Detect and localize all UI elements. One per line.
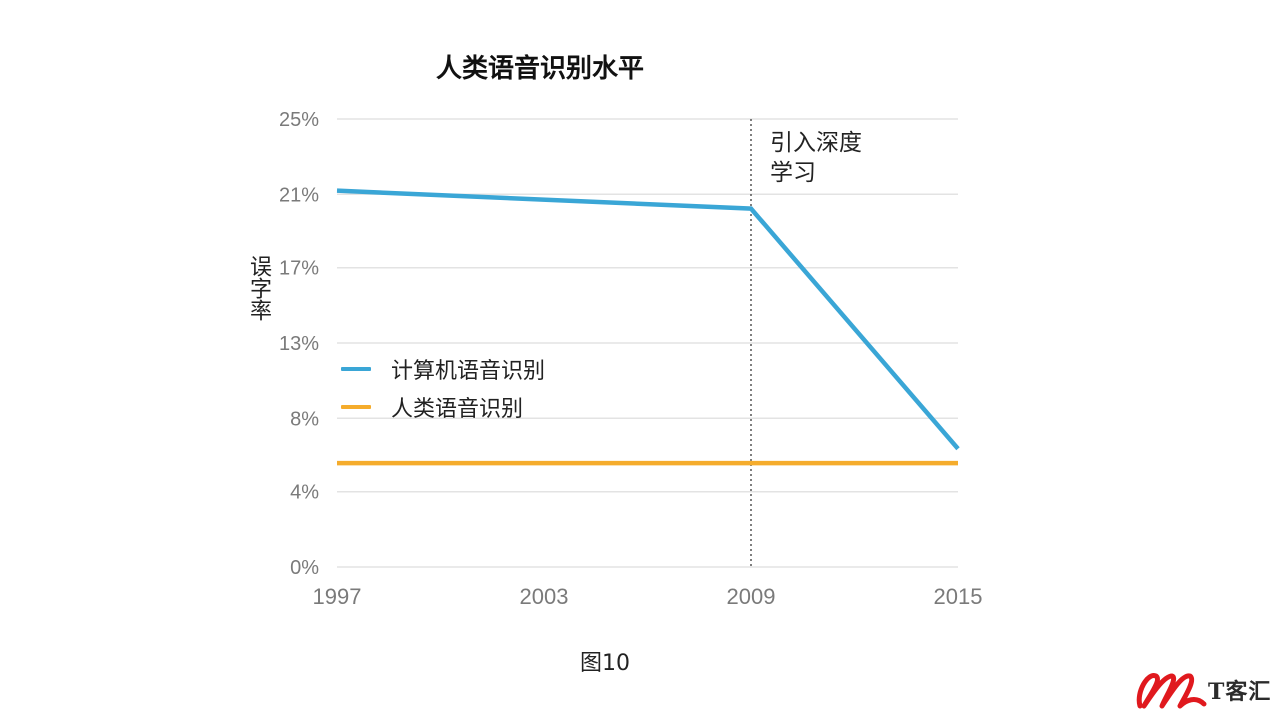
legend-swatch-computer [341,367,371,371]
legend-item-human: 人类语音识别 [336,388,596,426]
y-axis-label: 误字率 [246,255,271,321]
y-tick-label: 13% [279,333,319,355]
legend-item-computer: 计算机语音识别 [336,350,596,388]
annotation-line-1: 引入深度 [770,130,862,156]
legend-label-human: 人类语音识别 [391,397,524,422]
x-axis-ticks: 1997 2003 2009 2015 [313,584,983,609]
annotation-line-2: 学习 [770,160,816,186]
y-tick-label: 17% [279,258,319,280]
chart-title: 人类语音识别水平 [435,54,644,84]
legend-label-computer: 计算机语音识别 [391,359,546,384]
deep-learning-annotation: 引入深度 学习 [770,128,900,188]
series-lines [336,188,960,466]
x-tick-label: 2015 [934,584,983,609]
legend-swatch-human [341,405,371,409]
y-axis-ticks: 0% 4% 8% 13% 17% 21% 25% [279,109,319,579]
y-tick-label: 4% [290,482,319,504]
x-tick-label: 2009 [727,584,776,609]
y-tick-label: 25% [279,109,319,131]
x-tick-label: 1997 [313,584,362,609]
brand-logo: T客汇 [1134,662,1274,716]
figure-caption: 图10 [580,651,630,676]
x-tick-label: 2003 [520,584,569,609]
logo-mark-icon [1136,673,1207,709]
y-tick-label: 8% [290,408,319,430]
y-tick-label: 21% [279,184,319,206]
chart-legend: 计算机语音识别 人类语音识别 [336,350,596,426]
y-tick-label: 0% [290,557,319,579]
logo-text: T客汇 [1208,679,1272,705]
